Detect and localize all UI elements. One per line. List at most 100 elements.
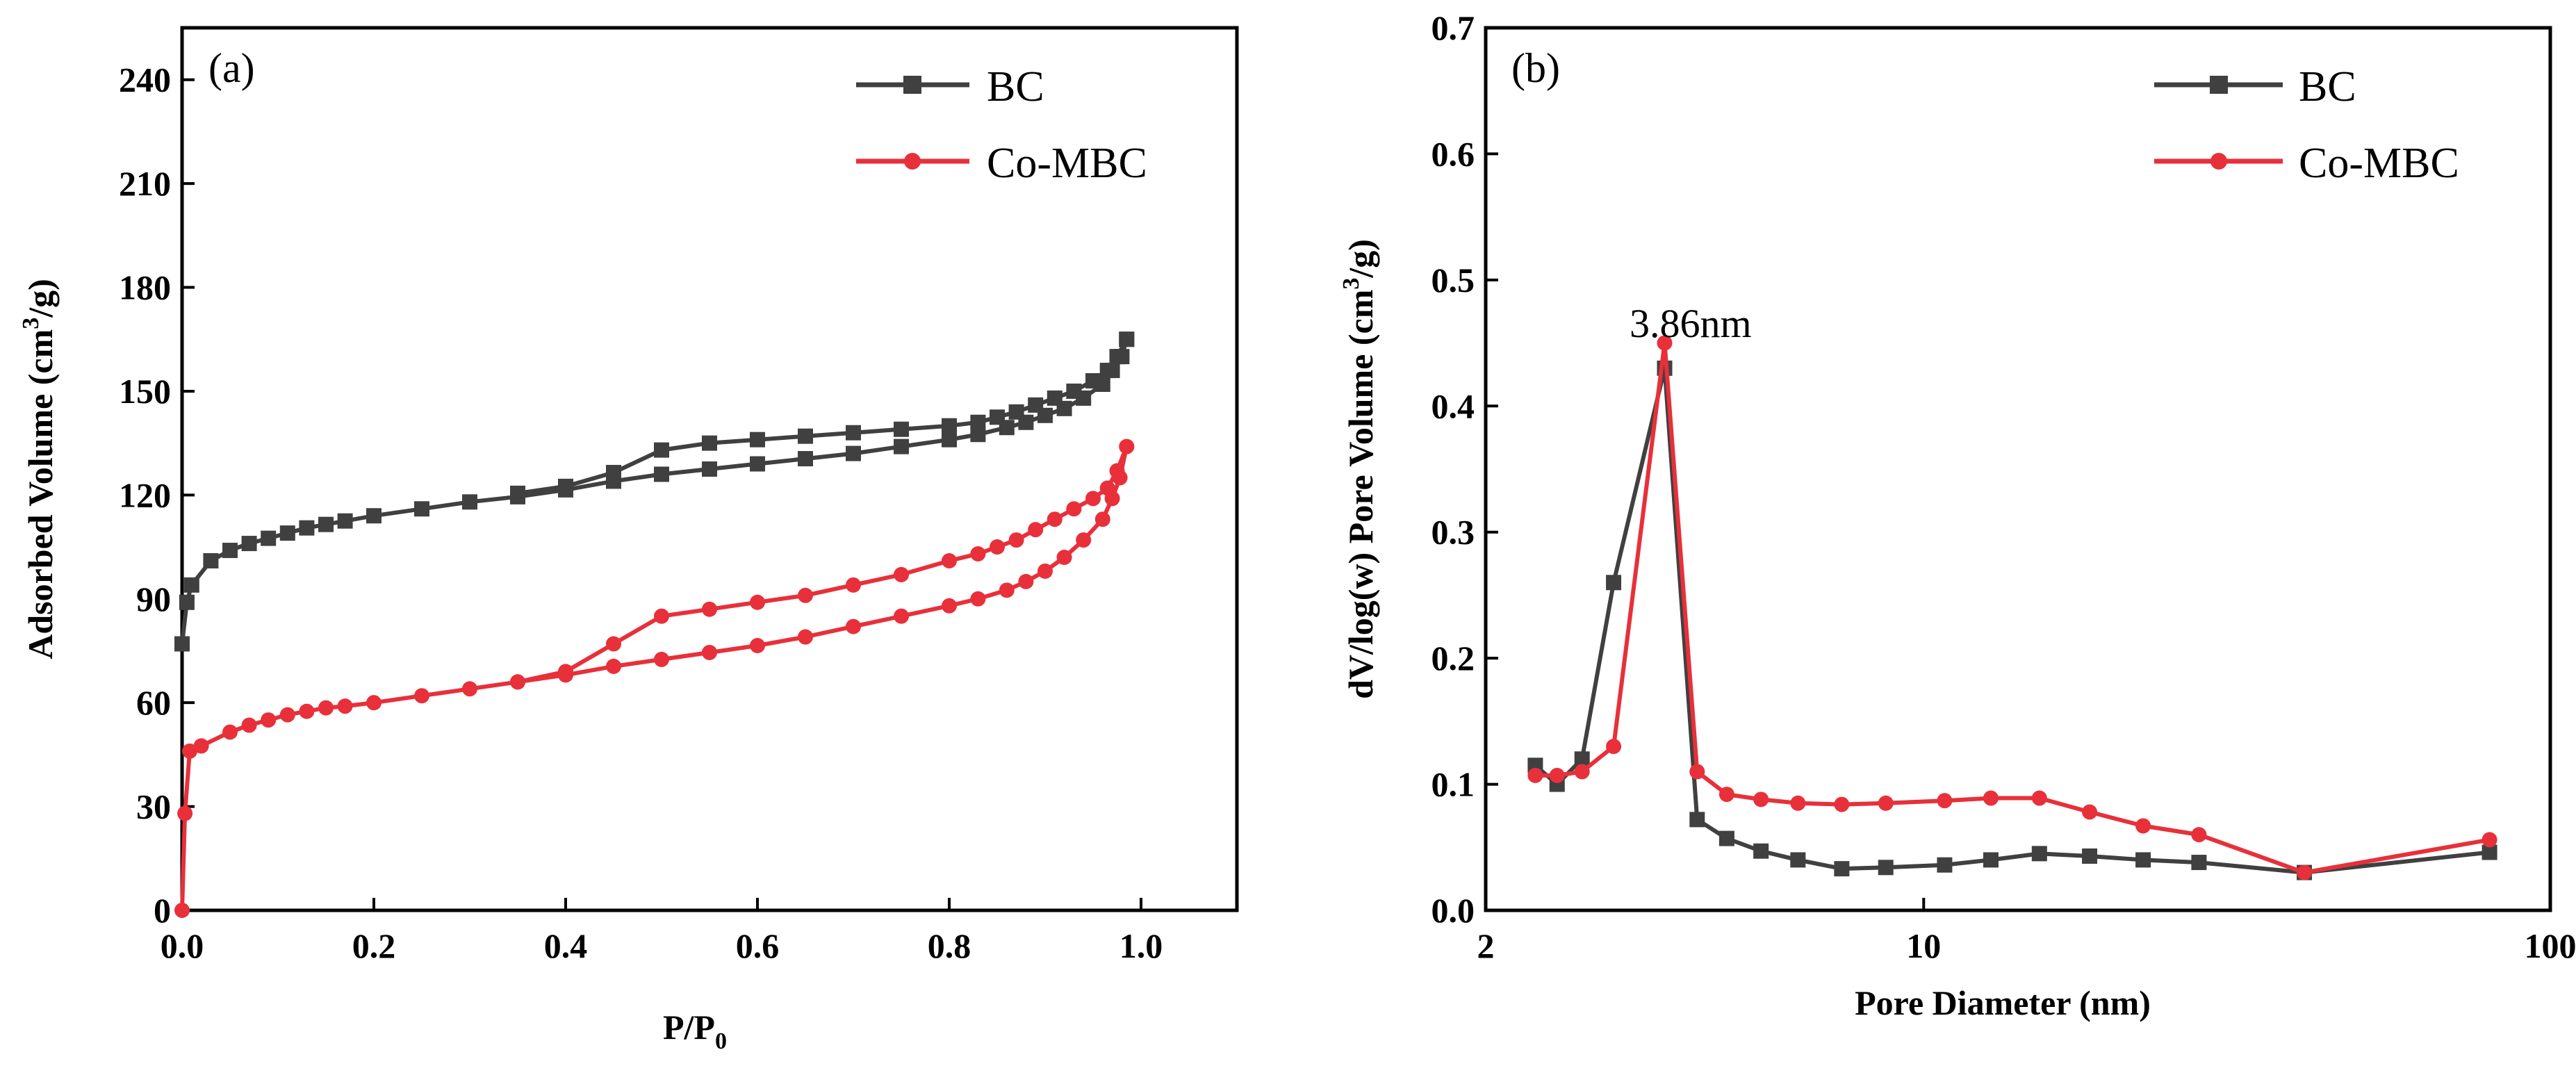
panel-a-point-bc: [750, 457, 765, 472]
panel-a-point-co-mbc: [222, 725, 238, 740]
panel-a-legend-comb-label: Co-MBC: [987, 140, 1147, 187]
panel-a-point-co-mbc: [894, 609, 909, 624]
panel-a-point-bc: [462, 494, 477, 509]
panel-a-point-co-mbc: [280, 707, 295, 723]
panel-a-legend-bc-label: BC: [987, 63, 1044, 110]
panel-b-point-bc: [2191, 855, 2206, 870]
panel-a-point-bc: [654, 443, 669, 458]
panel-a-legend-comb-marker: [904, 153, 921, 170]
panel-b-legend-comb-marker: [2210, 153, 2227, 170]
panel-b-series-line-co-mbc: [1535, 343, 2489, 873]
panel-a-point-bc: [606, 465, 621, 480]
panel-b-y-tick-label: 0.6: [1431, 134, 1475, 173]
panel-b-y-tick-label: 0.3: [1431, 513, 1475, 552]
panel-a-x-tick-label: 0.6: [736, 926, 780, 965]
panel-b-point-bc: [1790, 852, 1805, 867]
panel-a-y-tick-label: 90: [136, 580, 171, 618]
panel-a-label: (a): [208, 45, 255, 91]
panel-a-point-bc: [558, 479, 573, 494]
panel-a-point-co-mbc: [261, 712, 276, 728]
panel-a-point-co-mbc: [194, 738, 209, 753]
panel-a-point-bc: [179, 595, 195, 610]
panel-a-point-bc: [798, 429, 813, 444]
panel-a-point-bc: [203, 553, 218, 568]
panel-a-y-tick-label: 150: [119, 372, 171, 411]
panel-a-point-co-mbc: [414, 688, 429, 703]
panel-b-point-co-mbc: [2191, 827, 2206, 842]
panel-a-point-co-mbc: [1076, 532, 1091, 548]
panel-a-point-co-mbc: [174, 903, 190, 918]
panel-b-y-ticks: 0.00.10.20.30.40.50.60.7: [1431, 8, 1499, 930]
panel-a-y-tick-label: 210: [119, 164, 171, 203]
panel-a-point-co-mbc: [654, 652, 669, 667]
panel-a-x-tick-label: 0.8: [928, 926, 971, 965]
panel-b-point-bc: [1606, 575, 1621, 590]
panel-a-point-bc: [280, 525, 295, 541]
panel-a-point-co-mbc: [942, 553, 957, 568]
panel-a-point-bc: [702, 436, 717, 451]
panel-a-y-axis-label: Adsorbed Volume (cm3/g): [18, 279, 60, 659]
panel-a-point-co-mbc: [299, 704, 314, 719]
panel-a-point-co-mbc: [318, 700, 334, 716]
panel-a-point-co-mbc: [798, 588, 813, 603]
panel-a-point-bc: [174, 637, 190, 652]
panel-b-y-tick-label: 0.5: [1431, 261, 1475, 300]
panel-a-point-bc: [338, 514, 353, 529]
panel-a-point-bc: [1110, 349, 1125, 364]
panel-b-point-co-mbc: [1878, 796, 1894, 811]
panel-a-x-tick-label: 0.2: [352, 926, 396, 965]
panel-a-point-co-mbc: [970, 546, 985, 561]
panel-a-point-bc: [318, 517, 334, 532]
panel-a-point-co-mbc: [242, 718, 257, 733]
panel-b-y-tick-label: 0.4: [1431, 386, 1475, 425]
panel-a-point-co-mbc: [1110, 463, 1125, 478]
panel-b-y-tick-label: 0.0: [1431, 891, 1475, 930]
panel-a-series-group: [174, 331, 1134, 918]
panel-b-point-bc: [2082, 848, 2097, 864]
panel-a-point-co-mbc: [1018, 574, 1033, 589]
panel-a-point-co-mbc: [1119, 439, 1134, 454]
panel-b-point-bc: [2032, 846, 2047, 861]
panel-a-y-tick-label: 240: [119, 60, 171, 99]
panel-b-point-co-mbc: [2297, 865, 2312, 880]
panel-a-point-co-mbc: [702, 645, 717, 660]
panel-b-point-co-mbc: [1983, 791, 1999, 806]
panel-b-point-bc: [2135, 852, 2151, 867]
panel-a-point-bc: [366, 508, 382, 523]
panel-a-point-co-mbc: [846, 577, 861, 593]
panel-b-x-tick-label: 100: [2525, 926, 2576, 965]
panel-b-point-co-mbc: [2082, 804, 2097, 819]
panel-b-peak-annotation: 3.86nm: [1630, 301, 1752, 346]
panel-a-point-co-mbc: [702, 602, 717, 617]
panel-a-point-co-mbc: [462, 681, 477, 696]
panel-b-point-co-mbc: [1937, 793, 1952, 808]
panel-a-x-axis-label: P/P0: [663, 1008, 727, 1054]
panel-a-point-bc: [1009, 404, 1024, 420]
panel-b-y-tick-label: 0.1: [1431, 765, 1475, 804]
panel-b-point-co-mbc: [1834, 797, 1849, 812]
panel-a-point-bc: [970, 415, 985, 430]
panel-b-point-bc: [1753, 844, 1769, 859]
panel-a-point-co-mbc: [1047, 511, 1063, 527]
panel-a-point-co-mbc: [1037, 564, 1053, 579]
panel-b-point-co-mbc: [1550, 768, 1565, 783]
panel-b-point-bc: [1689, 812, 1705, 827]
panel-a-point-bc: [1066, 384, 1081, 399]
panel-b-legend: BC Co-MBC: [2154, 63, 2459, 187]
panel-a-point-co-mbc: [558, 664, 573, 679]
panel-b-point-co-mbc: [1719, 787, 1734, 802]
panel-a-point-co-mbc: [177, 806, 192, 821]
panel-a-point-co-mbc: [1100, 480, 1115, 495]
panel-a-point-co-mbc: [1095, 511, 1110, 527]
panel-a-point-bc: [261, 531, 276, 546]
panel-b-series-group: [1527, 336, 2497, 880]
panel-a-legend-bc-marker: [903, 76, 921, 94]
panel-b-legend-comb-label: Co-MBC: [2299, 140, 2459, 187]
panel-b-point-co-mbc: [2482, 832, 2497, 847]
panel-a-y-tick-label: 60: [136, 683, 171, 722]
panel-a-point-co-mbc: [1009, 532, 1024, 548]
panel-b-x-tick-label: 2: [1477, 926, 1495, 965]
